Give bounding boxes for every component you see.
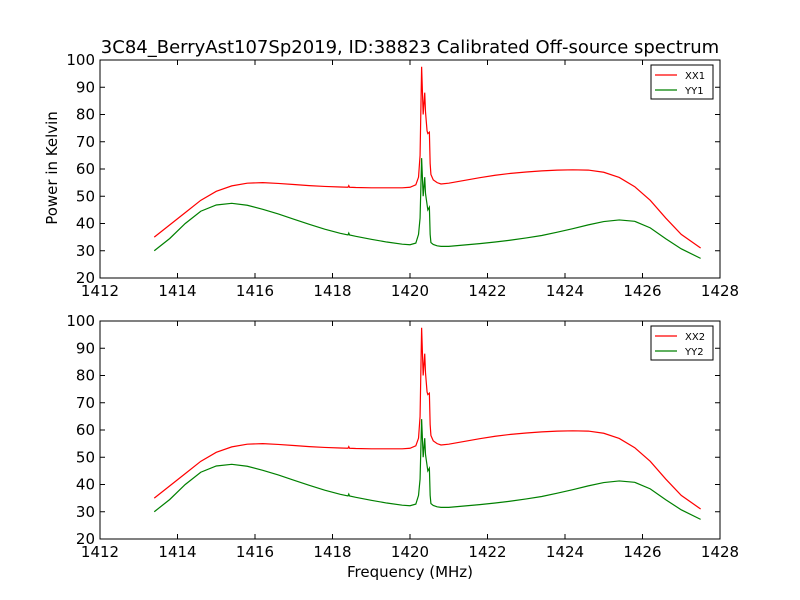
x-tick-label: 1416	[236, 282, 274, 300]
chart-title: 3C84_BerryAst107Sp2019, ID:38823 Calibra…	[101, 37, 719, 58]
series-line-xx2	[153, 327, 701, 510]
x-tick-label: 1420	[391, 543, 429, 561]
x-tick-label: 1412	[81, 282, 119, 300]
x-tick-label: 1426	[623, 282, 661, 300]
series-line-xx1	[153, 66, 701, 249]
y-tick-label: 40	[76, 476, 95, 494]
x-tick-label: 1414	[158, 543, 196, 561]
x-tick-label: 1428	[701, 282, 739, 300]
y-tick-label: 50	[76, 448, 95, 466]
top-panel: 1412 1414 1416 1418 1420 1422 1424 1426 1428 20 30…	[66, 51, 739, 300]
legend-label: YY2	[684, 347, 704, 358]
y-tick-label: 70	[76, 133, 95, 151]
legend-label: XX1	[685, 71, 705, 82]
x-tick-label: 1418	[313, 282, 351, 300]
y-tick-label: 80	[76, 106, 95, 124]
y-tick-label: 70	[76, 394, 95, 412]
legend-box	[650, 325, 714, 361]
x-axis-label: Frequency (MHz)	[347, 563, 473, 581]
series-line-yy1	[153, 158, 701, 259]
y-tick-label: 100	[66, 51, 95, 69]
y-tick-label: 80	[76, 367, 95, 385]
y-tick-label: 90	[76, 78, 95, 96]
legend-box	[650, 64, 714, 100]
x-tick-label: 1422	[468, 282, 506, 300]
y-tick-label: 20	[76, 530, 95, 548]
legend-label: YY1	[684, 86, 704, 97]
x-tick-label: 1420	[391, 282, 429, 300]
x-tick-label: 1418	[313, 543, 351, 561]
y-tick-label: 30	[76, 503, 95, 521]
x-tick-label: 1414	[158, 282, 196, 300]
x-tick-label: 1416	[236, 543, 274, 561]
y-tick-label: 50	[76, 187, 95, 205]
y-tick-label: 60	[76, 421, 95, 439]
x-tick-label: 1422	[468, 543, 506, 561]
legend-label: XX2	[685, 332, 705, 343]
x-tick-label: 1424	[546, 282, 584, 300]
x-tick-label: 1426	[623, 543, 661, 561]
y-tick-label: 90	[76, 339, 95, 357]
y-tick-label: 30	[76, 242, 95, 260]
y-tick-label: 20	[76, 269, 95, 287]
y-axis-label: Power in Kelvin	[43, 111, 61, 225]
x-tick-label: 1424	[546, 543, 584, 561]
x-tick-label: 1428	[701, 543, 739, 561]
y-tick-label: 40	[76, 215, 95, 233]
y-tick-label: 100	[66, 312, 95, 330]
series-line-yy2	[153, 419, 701, 520]
x-tick-label: 1412	[81, 543, 119, 561]
y-tick-label: 60	[76, 160, 95, 178]
bottom-panel: 1412 1414 1416 1418 1420 1422 1424 1426 1428 20 30…	[66, 312, 739, 561]
